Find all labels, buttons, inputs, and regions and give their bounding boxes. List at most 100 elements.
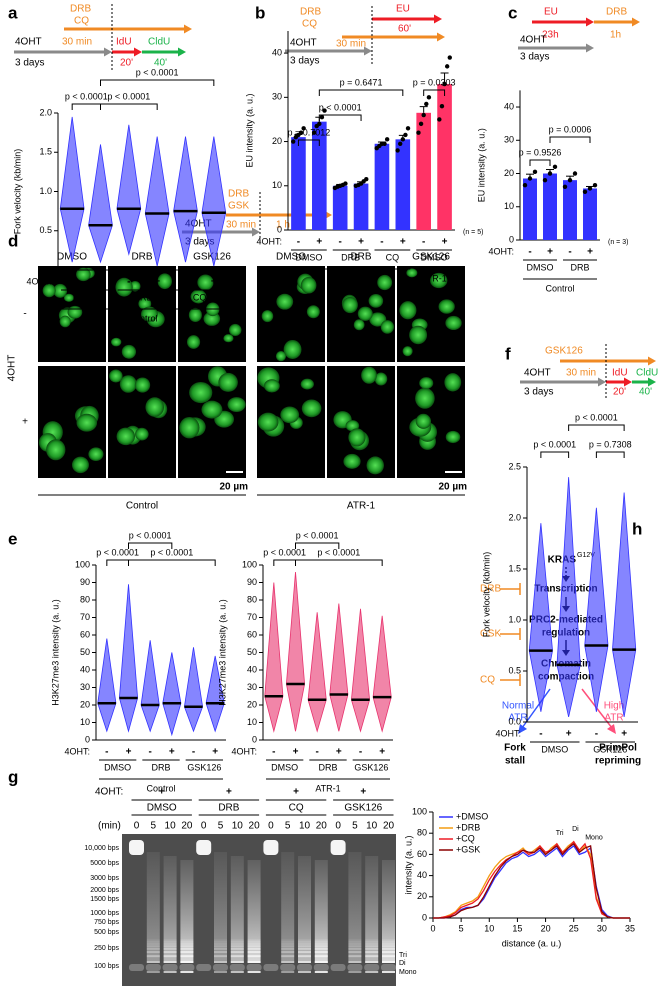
nucleus <box>189 381 213 404</box>
gel-band <box>348 971 362 973</box>
gel-band <box>298 939 311 942</box>
nucleus <box>402 346 413 357</box>
y-tick-label: 10 <box>504 201 514 211</box>
time-label: 0 <box>335 821 341 832</box>
scheme-label: CQ <box>74 16 89 27</box>
p-value: p < 0.0001 <box>96 547 139 557</box>
gel-band <box>229 964 245 971</box>
gel-band <box>214 947 227 950</box>
gel-band <box>246 964 262 971</box>
gel-band <box>382 945 395 948</box>
bracket <box>540 451 570 458</box>
y-tick-label: 40 <box>247 664 257 674</box>
bar <box>312 121 327 230</box>
scheme-label: CQ <box>302 19 317 30</box>
nucleus <box>119 375 137 393</box>
supergroup-label: Control <box>146 783 175 793</box>
bracket <box>595 451 625 458</box>
band-label: Tri <box>399 952 407 959</box>
scheme-label: 23h <box>542 30 559 41</box>
p-value: p = 0.9526 <box>519 147 562 157</box>
data-point <box>442 81 447 87</box>
legend-label: +GSK <box>456 844 480 854</box>
nucleus <box>223 334 234 343</box>
time-label: 5 <box>151 821 157 832</box>
gel-smear <box>214 852 227 963</box>
scheme-label: IdU <box>116 37 132 48</box>
time-label: 5 <box>218 821 224 832</box>
group-label: DMSO <box>73 292 100 302</box>
data-point <box>547 171 553 176</box>
nucleus <box>257 412 279 432</box>
marker-label: 1000 bps <box>90 910 119 917</box>
x-tick-label: - <box>539 729 542 740</box>
scheme-label: IdU <box>612 368 628 379</box>
condition: ATR <box>508 713 527 724</box>
nucleus <box>218 372 238 392</box>
y-tick-label: 0 <box>509 234 514 244</box>
x-tick-label: - <box>148 747 151 758</box>
nucleus <box>227 397 246 413</box>
distribution <box>201 136 227 267</box>
bracket <box>295 559 383 566</box>
gel-smear <box>314 860 328 963</box>
column-title: GSK126 <box>412 252 450 263</box>
nucleus <box>110 337 122 347</box>
gel-band <box>281 939 295 942</box>
nucleus <box>377 274 393 291</box>
y-tick-label: 20 <box>417 891 427 901</box>
nucleus <box>368 294 384 308</box>
legend-label: +DRB <box>456 822 480 832</box>
gel-band <box>230 971 244 973</box>
nucleus <box>357 306 373 321</box>
gel-band <box>314 961 328 964</box>
outcome: PrimPol <box>599 743 637 754</box>
gel-band <box>314 945 328 948</box>
gel-band <box>214 961 227 964</box>
bar <box>583 188 597 240</box>
scheme-label: 20' <box>613 387 626 398</box>
group-label: DMSO <box>147 803 177 814</box>
nucleus <box>135 427 149 441</box>
y-tick-label: 40 <box>417 870 427 880</box>
nucleus <box>280 406 300 424</box>
gel-band <box>348 941 362 944</box>
gel-band <box>214 941 227 944</box>
y-tick-label: 0.5 <box>508 665 521 675</box>
gel-band <box>214 971 227 973</box>
distribution <box>118 584 139 733</box>
panel-label: g <box>8 767 18 786</box>
y-tick-label: 80 <box>247 594 257 604</box>
time-label: 5 <box>285 821 291 832</box>
nucleus <box>76 413 98 432</box>
arrow-head <box>184 24 192 34</box>
group-label: DMSO <box>527 262 554 272</box>
panel-label: c <box>508 3 517 22</box>
bracket <box>128 542 173 549</box>
marker-label: 500 bps <box>94 929 119 936</box>
gel-band <box>298 942 311 945</box>
gel-band <box>298 945 311 948</box>
arrow-head <box>434 14 442 24</box>
bracket <box>318 89 404 96</box>
gel-band <box>163 941 177 944</box>
bar <box>416 112 431 230</box>
data-point <box>527 176 533 181</box>
y-tick-label: 90 <box>247 577 257 587</box>
scheme-label: GSK126 <box>545 346 583 357</box>
y-tick-label: 100 <box>242 559 257 569</box>
marker-label: 250 bps <box>94 945 119 952</box>
gel-smear <box>146 852 160 963</box>
nucleus <box>438 299 455 314</box>
row-label: 4OHT: <box>231 746 257 756</box>
arrow-head <box>586 17 594 27</box>
bracket <box>549 136 591 143</box>
nucleus <box>201 400 223 419</box>
scheme-label: 30 min <box>566 368 596 379</box>
gel-band <box>281 941 295 944</box>
row-label: - <box>23 309 26 320</box>
y-tick-label: 2.5 <box>508 461 521 471</box>
x-tick-label: + <box>211 277 217 288</box>
gel-band <box>162 964 178 971</box>
